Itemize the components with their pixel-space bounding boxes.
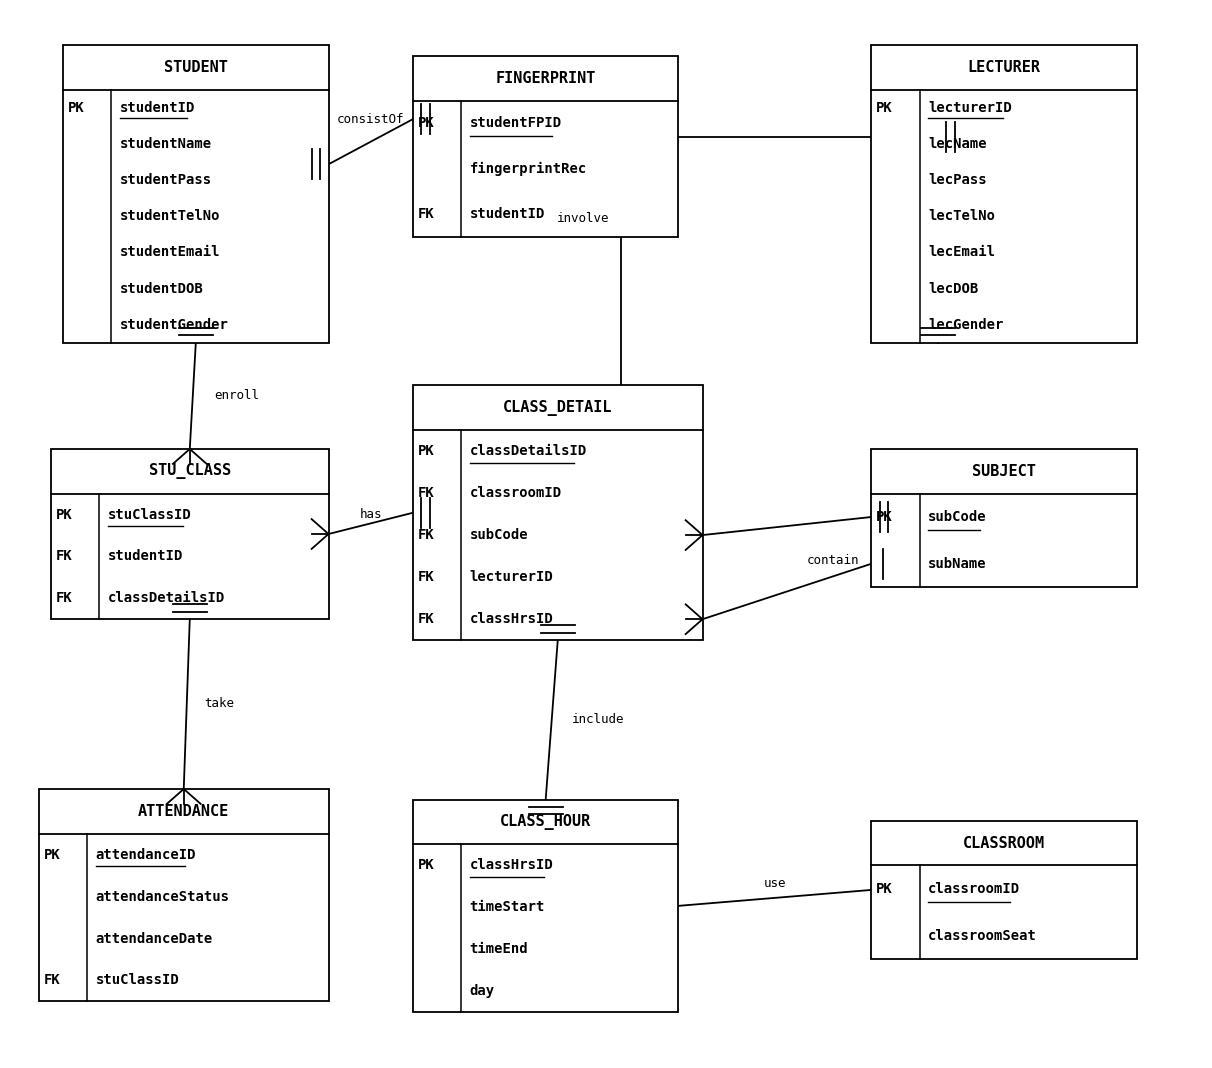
Text: subCode: subCode — [470, 528, 528, 543]
Bar — [51, 449, 328, 619]
Text: FK: FK — [418, 528, 435, 543]
Text: classroomID: classroomID — [470, 486, 562, 500]
Text: PK: PK — [44, 848, 61, 862]
Text: timeStart: timeStart — [470, 900, 545, 914]
Text: STU_CLASS: STU_CLASS — [149, 464, 230, 480]
Text: take: take — [205, 697, 234, 710]
Text: FK: FK — [44, 974, 61, 988]
Text: lecGender: lecGender — [928, 317, 1004, 332]
Text: studentID: studentID — [470, 207, 545, 221]
Bar — [871, 449, 1137, 587]
Text: CLASS_DETAIL: CLASS_DETAIL — [503, 399, 612, 415]
Text: involve: involve — [556, 213, 610, 225]
Text: classDetailsID: classDetailsID — [470, 444, 587, 458]
Text: subName: subName — [928, 556, 987, 570]
Text: lecturerID: lecturerID — [928, 101, 1012, 115]
Text: studentName: studentName — [120, 137, 212, 151]
Text: lecEmail: lecEmail — [928, 246, 995, 260]
Text: studentID: studentID — [120, 101, 195, 115]
Text: FK: FK — [418, 570, 435, 584]
Text: stuClassID: stuClassID — [96, 974, 179, 988]
Text: FINGERPRINT: FINGERPRINT — [496, 70, 596, 85]
Text: fingerprintRec: fingerprintRec — [470, 161, 587, 175]
Text: consistOf: consistOf — [337, 113, 405, 126]
Text: PK: PK — [876, 882, 893, 896]
Text: classHrsID: classHrsID — [470, 859, 554, 873]
Text: CLASSROOM: CLASSROOM — [964, 835, 1045, 851]
Text: CLASS_HOUR: CLASS_HOUR — [501, 814, 591, 830]
Text: PK: PK — [418, 116, 435, 130]
Text: lecDOB: lecDOB — [928, 282, 978, 296]
Text: studentFPID: studentFPID — [470, 116, 562, 130]
Text: FK: FK — [418, 486, 435, 500]
Text: attendanceStatus: attendanceStatus — [96, 890, 230, 904]
Bar — [63, 45, 328, 343]
Text: attendanceID: attendanceID — [96, 848, 196, 862]
Text: classroomSeat: classroomSeat — [928, 928, 1037, 943]
Text: lecturerID: lecturerID — [470, 570, 554, 584]
Text: classDetailsID: classDetailsID — [108, 591, 225, 606]
Bar — [871, 821, 1137, 959]
Text: classroomID: classroomID — [928, 882, 1021, 896]
Text: lecName: lecName — [928, 137, 987, 151]
Text: lecPass: lecPass — [928, 173, 987, 187]
Text: ATTENDANCE: ATTENDANCE — [138, 804, 229, 819]
Text: stuClassID: stuClassID — [108, 507, 191, 521]
Bar — [413, 56, 679, 236]
Text: use: use — [764, 877, 787, 890]
Text: FK: FK — [418, 612, 435, 626]
Text: PK: PK — [876, 511, 893, 524]
Text: attendanceDate: attendanceDate — [96, 931, 213, 945]
Text: studentDOB: studentDOB — [120, 282, 204, 296]
Text: classHrsID: classHrsID — [470, 612, 554, 626]
Bar — [871, 45, 1137, 343]
Text: contain: contain — [807, 553, 859, 566]
Text: day: day — [470, 984, 494, 999]
Bar — [413, 800, 679, 1012]
Text: PK: PK — [876, 101, 893, 115]
Bar — [413, 386, 703, 640]
Text: studentGender: studentGender — [120, 317, 229, 332]
Text: lecTelNo: lecTelNo — [928, 209, 995, 223]
Text: has: has — [360, 508, 382, 521]
Bar — [39, 789, 328, 1002]
Text: subCode: subCode — [928, 511, 987, 524]
Text: SUBJECT: SUBJECT — [972, 464, 1036, 478]
Text: PK: PK — [418, 444, 435, 458]
Text: FK: FK — [56, 591, 73, 606]
Text: studentID: studentID — [108, 549, 183, 563]
Text: studentTelNo: studentTelNo — [120, 209, 221, 223]
Text: PK: PK — [418, 859, 435, 873]
Text: STUDENT: STUDENT — [164, 60, 228, 75]
Text: timeEnd: timeEnd — [470, 942, 528, 956]
Text: FK: FK — [418, 207, 435, 221]
Text: include: include — [572, 713, 624, 726]
Text: FK: FK — [56, 549, 73, 563]
Text: PK: PK — [56, 507, 73, 521]
Text: studentPass: studentPass — [120, 173, 212, 187]
Text: studentEmail: studentEmail — [120, 246, 221, 260]
Text: PK: PK — [68, 101, 85, 115]
Text: enroll: enroll — [213, 390, 259, 403]
Text: LECTURER: LECTURER — [967, 60, 1041, 75]
